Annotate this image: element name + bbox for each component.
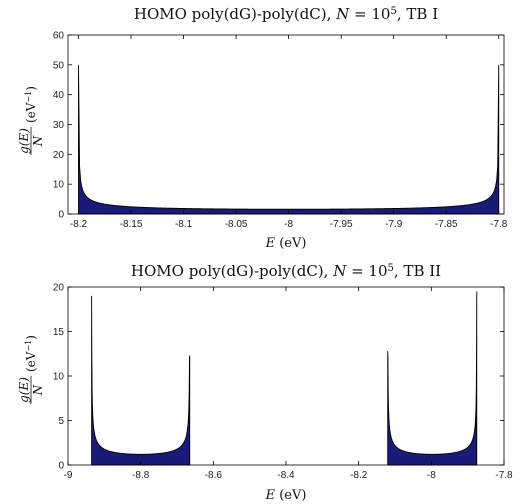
panel-2-x-tick-label: -8.2	[350, 470, 368, 481]
svg-text:g(E): g(E)	[17, 377, 31, 403]
panel-2: HOMO poly(dG)-poly(dC), N = 105, TB II -…	[17, 262, 513, 503]
svg-text:N: N	[31, 135, 45, 147]
panel-1-x-tick-label: -7.95	[330, 219, 353, 230]
panel-1-x-tick-label: -8.05	[225, 219, 248, 230]
panel-1-plot-area: -8.2 -8.15 -8.1 -8.05 -8 -7.95 -7.9 -7.85 -7.8 0 1…	[53, 31, 508, 231]
panel-1-y-tick-label: 40	[53, 90, 65, 101]
panel-2-y-tick-label: 10	[53, 372, 65, 383]
panel-2-x-tick-label: -8.4	[277, 470, 295, 481]
svg-text:(eV−1): (eV−1)	[24, 86, 39, 123]
panel-1-y-tick-label: 0	[58, 210, 64, 221]
panel-1-x-tick-label: -8	[284, 219, 293, 230]
panel-1-x-axis-label: E (eV)	[265, 236, 307, 251]
panel-2-y-tick-label: 5	[58, 416, 64, 427]
panel-2-x-tick-label: -8.8	[132, 470, 150, 481]
panel-1-x-tick-label: -7.85	[435, 219, 458, 230]
panel-1-y-tick-label: 10	[53, 180, 65, 191]
panel-1-dos-band-1	[78, 64, 500, 215]
svg-text:g(E): g(E)	[17, 128, 31, 154]
panel-1-y-tick-label: 60	[53, 31, 65, 42]
panel-1-y-tick-label: 20	[53, 150, 65, 161]
panel-1: HOMO poly(dG)-poly(dC), N = 105, TB I -8…	[17, 5, 508, 251]
panel-2-x-axis-label: E (eV)	[265, 488, 307, 503]
svg-text:N: N	[31, 384, 45, 396]
panel-2-y-tick-label: 15	[53, 327, 65, 338]
svg-text:(eV−1): (eV−1)	[24, 335, 39, 372]
panel-2-plot-area: -9 -8.8 -8.6 -8.4 -8.2 -8 -7.8 0 5 10 15 20	[53, 283, 513, 482]
panel-2-y-tick-label: 0	[58, 461, 64, 472]
panel-1-x-tick-label: -8.1	[175, 219, 193, 230]
panel-1-x-tick-label: -8.2	[70, 219, 88, 230]
panel-2-dos-band-1	[91, 295, 191, 466]
panel-1-x-tick-label: -7.8	[490, 219, 508, 230]
panel-2-x-tick-label: -8.6	[205, 470, 223, 481]
panel-1-y-tick-label: 50	[53, 60, 65, 71]
panel-2-x-tick-label: -9	[64, 470, 73, 481]
panel-2-y-tick-label: 20	[53, 283, 65, 294]
panel-1-x-tick-label: -7.9	[385, 219, 403, 230]
panel-2-axes-frame	[67, 286, 505, 466]
panel-1-y-tick-label: 30	[53, 120, 65, 131]
panel-2-y-axis-label: g(E) N (eV−1)	[17, 335, 45, 404]
panel-1-title: HOMO poly(dG)-poly(dC), N = 105, TB I	[134, 5, 438, 23]
panel-2-x-tick-label: -7.8	[495, 470, 513, 481]
panel-1-x-tick-label: -8.15	[120, 219, 143, 230]
panel-2-dos-band-2	[387, 291, 478, 466]
panel-2-x-tick-label: -8	[427, 470, 436, 481]
panel-1-axes-frame	[67, 34, 505, 215]
panel-2-title: HOMO poly(dG)-poly(dC), N = 105, TB II	[131, 262, 441, 280]
panel-1-y-axis-label: g(E) N (eV−1)	[17, 86, 45, 155]
